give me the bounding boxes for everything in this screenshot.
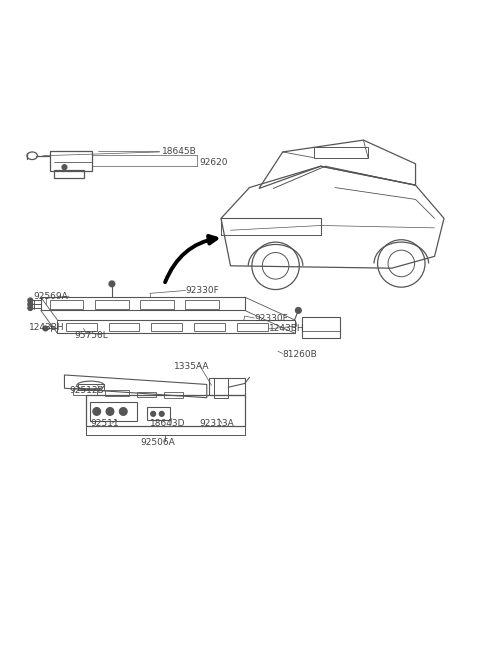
Circle shape [28, 306, 33, 310]
Bar [54, 170, 84, 178]
Text: 1243BH: 1243BH [268, 324, 304, 333]
Text: 92330F: 92330F [254, 314, 288, 322]
Bar [140, 300, 174, 309]
Circle shape [159, 411, 164, 416]
Bar [78, 384, 104, 390]
Text: 92330F: 92330F [185, 286, 219, 295]
Text: 1243BH: 1243BH [29, 323, 64, 332]
Text: 92620: 92620 [200, 158, 228, 167]
Bar [86, 396, 245, 426]
Circle shape [120, 407, 127, 415]
Circle shape [28, 302, 33, 307]
Bar [185, 300, 219, 309]
Bar [313, 147, 368, 158]
Bar [96, 300, 129, 309]
Bar [301, 316, 340, 338]
Circle shape [296, 308, 301, 313]
Bar [137, 392, 156, 397]
Text: 92506A: 92506A [140, 438, 175, 447]
Bar [209, 379, 245, 395]
Bar [73, 388, 96, 395]
Bar [108, 323, 139, 331]
Text: 1335AA: 1335AA [174, 362, 209, 371]
Bar [237, 323, 267, 331]
Text: 81260B: 81260B [283, 350, 317, 359]
Circle shape [93, 407, 100, 415]
Circle shape [28, 298, 33, 303]
Circle shape [43, 326, 48, 331]
Bar [214, 378, 228, 398]
Bar [147, 407, 170, 421]
Bar [57, 320, 295, 333]
Bar [151, 323, 182, 331]
Bar [50, 300, 84, 309]
Text: 18645B: 18645B [162, 147, 196, 155]
Bar [90, 402, 137, 421]
Bar [66, 323, 96, 331]
Text: 18643D: 18643D [150, 419, 185, 428]
Text: 92511: 92511 [91, 419, 119, 428]
Bar [164, 392, 183, 398]
Circle shape [109, 281, 115, 287]
Bar [50, 151, 92, 171]
Bar [41, 297, 245, 310]
Text: 95750L: 95750L [74, 331, 108, 340]
Circle shape [62, 165, 67, 170]
FancyArrowPatch shape [165, 236, 216, 282]
Circle shape [151, 411, 156, 416]
Text: 92512B: 92512B [69, 386, 104, 394]
Text: 92313A: 92313A [200, 419, 234, 428]
Bar [194, 323, 225, 331]
Text: 92569A: 92569A [34, 292, 68, 301]
Circle shape [106, 407, 114, 415]
Bar [105, 390, 129, 396]
